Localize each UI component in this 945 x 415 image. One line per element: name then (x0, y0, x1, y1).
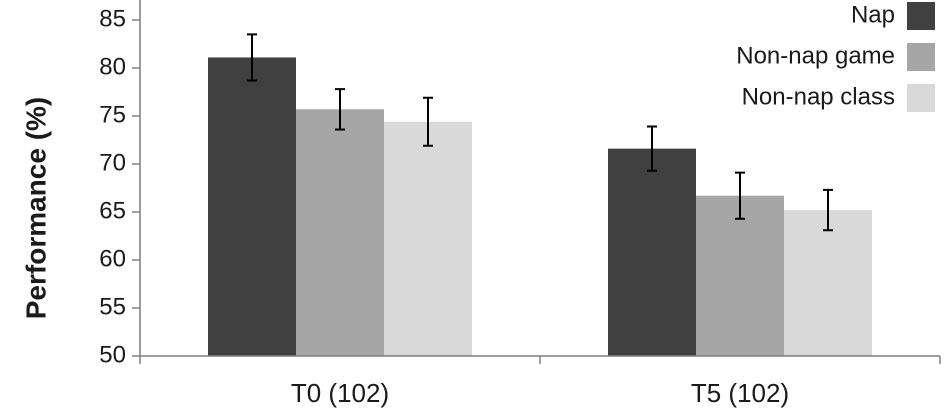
bar (296, 109, 384, 356)
error-bar (647, 125, 657, 172)
bar (208, 57, 296, 356)
y-tick-label: 70 (99, 149, 126, 176)
error-bar (423, 96, 433, 147)
legend: Nap Non-nap game Non-nap class (736, 1, 935, 112)
y-tick-label: 65 (99, 197, 126, 224)
y-tick-label: 85 (99, 5, 126, 32)
x-category-label: T5 (102) (691, 378, 789, 408)
error-bar (823, 188, 833, 232)
y-tick-label: 50 (99, 341, 126, 368)
x-category-label: T0 (102) (291, 378, 389, 408)
y-axis-title: Performance (%) (20, 97, 51, 320)
y-axis: 50 55 60 65 70 75 80 85 (99, 0, 141, 368)
legend-swatch (907, 2, 935, 30)
legend-swatch (907, 43, 935, 71)
y-tick-label: 80 (99, 53, 126, 80)
error-bar (735, 171, 745, 220)
y-tick-label: 55 (99, 293, 126, 320)
bar (696, 195, 784, 356)
legend-label: Non-nap game (736, 42, 895, 69)
bar (384, 121, 472, 356)
error-bar (247, 33, 257, 82)
legend-label: Non-nap class (742, 83, 895, 110)
error-bars (247, 33, 833, 232)
bar (784, 210, 872, 356)
x-axis: T0 (102) T5 (102) (139, 355, 941, 408)
bars (208, 57, 872, 356)
y-tick-label: 75 (99, 101, 126, 128)
legend-label: Nap (851, 1, 895, 28)
y-tick-label: 60 (99, 245, 126, 272)
error-bar (335, 88, 345, 131)
legend-swatch (907, 84, 935, 112)
bar (608, 148, 696, 356)
